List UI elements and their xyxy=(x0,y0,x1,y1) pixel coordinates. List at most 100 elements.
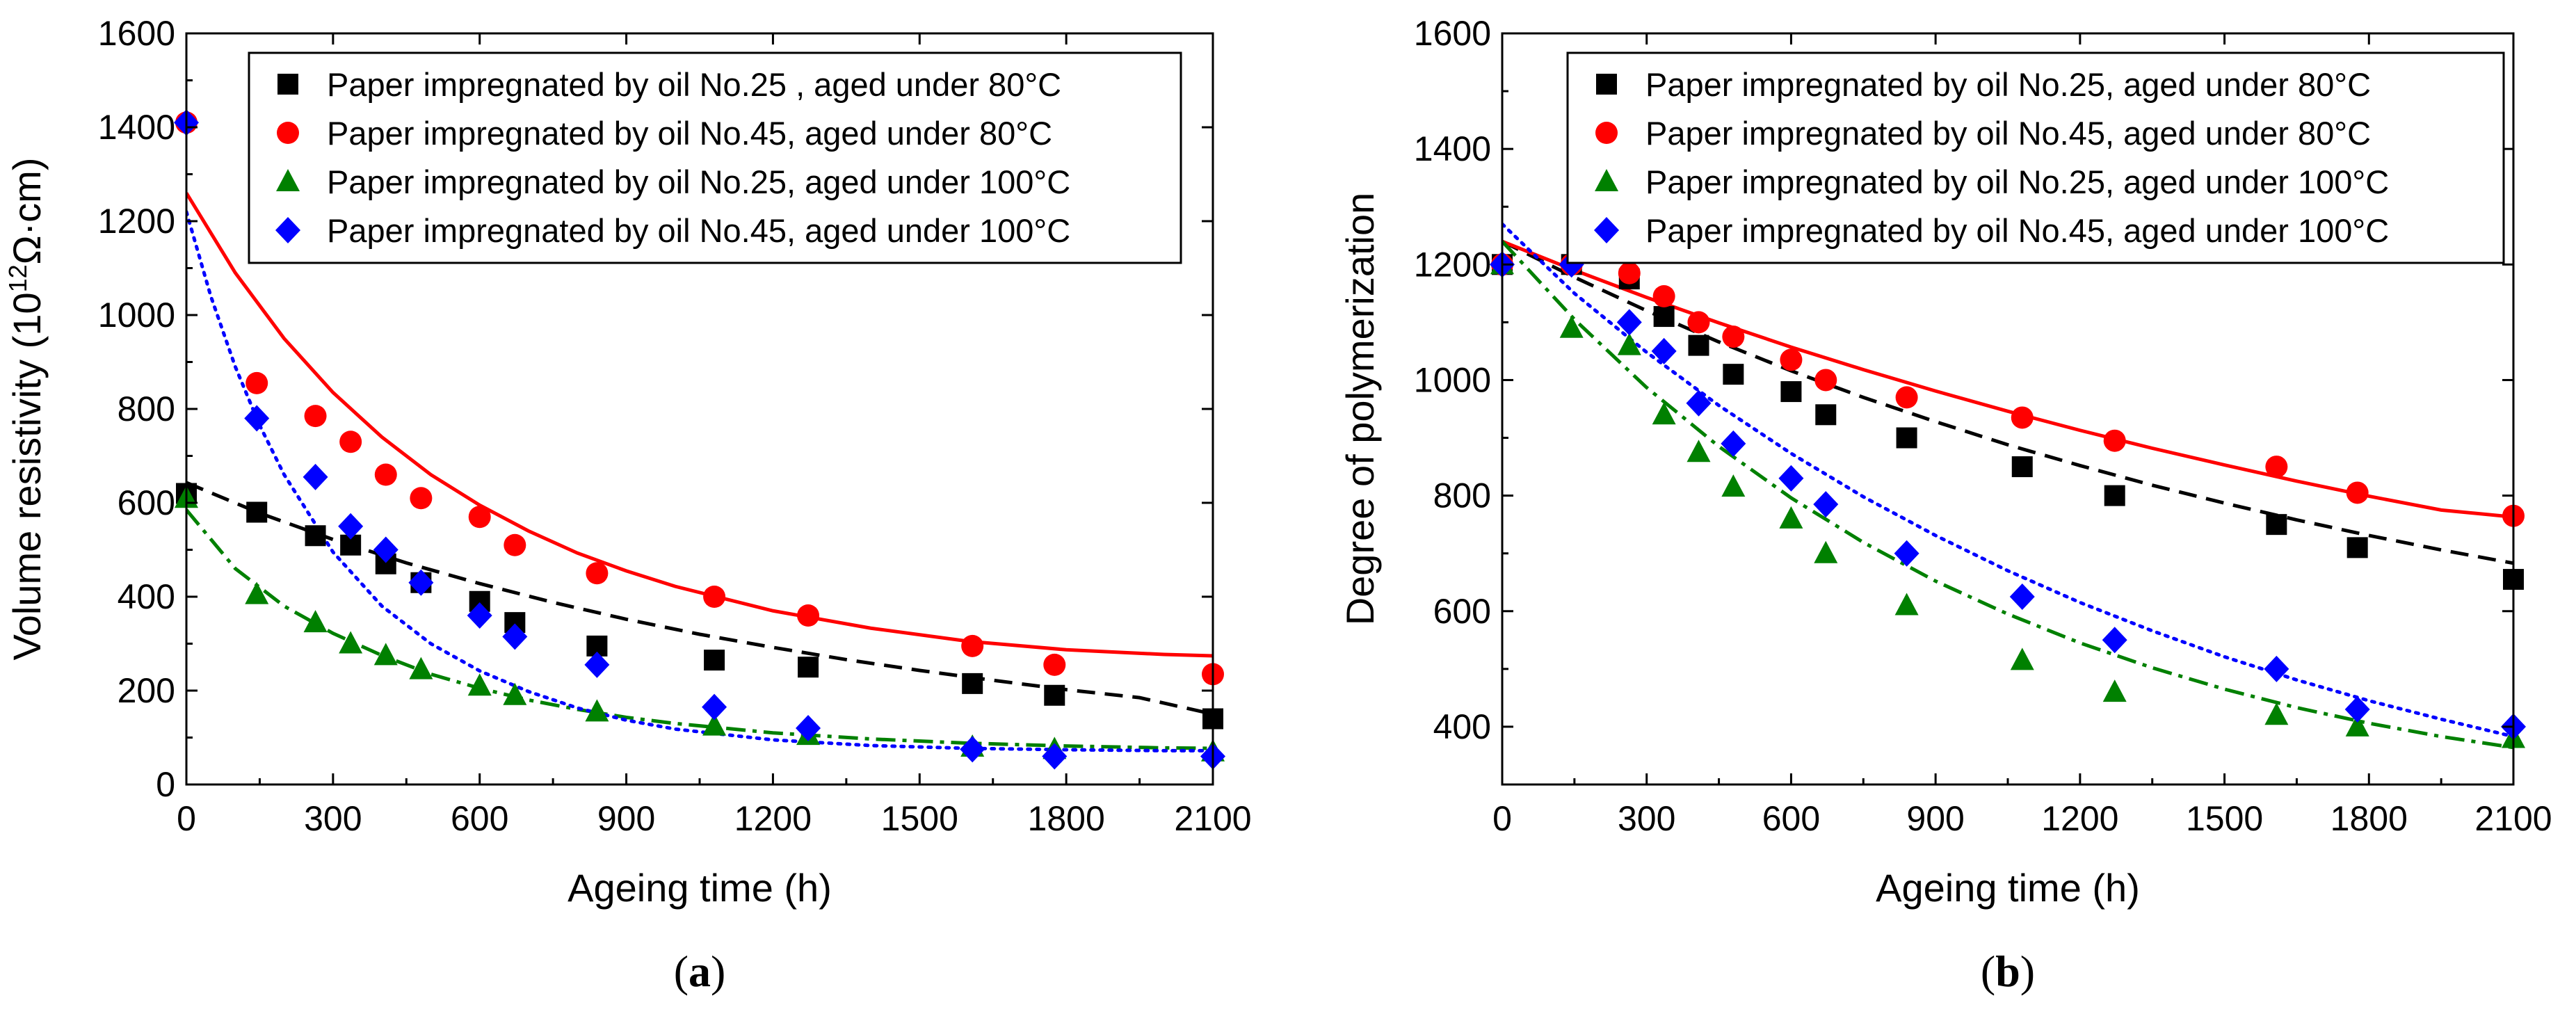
panel-b-legend-marker-2 xyxy=(1595,122,1618,144)
panel-b-series-3-point xyxy=(1687,440,1711,462)
panel-a-series-1-point xyxy=(305,525,326,547)
panel-a-series-2-point xyxy=(304,405,327,428)
panel-b-y-tick-label: 1600 xyxy=(1414,14,1491,53)
panel-b-series-3-point xyxy=(1559,315,1584,338)
panel-b-series-1-point xyxy=(2266,514,2287,536)
panel-b-series-1-point xyxy=(2346,537,2368,558)
panel-a-x-tick-label: 1500 xyxy=(881,799,958,838)
panel-b-y-tick-label: 1400 xyxy=(1414,129,1491,168)
panel-b-series-4-fit-line xyxy=(1502,222,2513,739)
panel-b-y-tick-label: 1200 xyxy=(1414,245,1491,284)
panel-a-legend-box xyxy=(248,51,1182,264)
panel-b-chart: 0 300 600 900 1200 1500 1800 2100 400 600 800 1000 1… xyxy=(1338,14,2552,996)
panel-b-series-1-point xyxy=(1688,335,1709,356)
panel-b-y-tick-label: 1000 xyxy=(1414,360,1491,399)
panel-b-series-4-point xyxy=(1813,491,1839,518)
panel-b-series-3-point xyxy=(1652,402,1676,425)
panel-a-legend-marker-2 xyxy=(277,122,299,144)
panel-b-legend-label-2: Paper impregnated by oil No.45, aged und… xyxy=(1645,115,2371,152)
panel-a-series-2-point xyxy=(961,634,984,657)
panel-a-series-2-point xyxy=(245,371,268,394)
panel-a-x-tick-label: 0 xyxy=(177,799,196,838)
panel-a-series-4-point xyxy=(408,569,434,596)
panel-a-series-2-point xyxy=(410,487,433,510)
panel-b-y-tick-label: 800 xyxy=(1433,476,1491,515)
panel-a-series-1-point xyxy=(1044,684,1065,706)
panel-a-series-2-point xyxy=(703,586,726,608)
panel-b-series-1-point xyxy=(1780,381,1802,403)
panel-a-series-4-point xyxy=(467,602,492,629)
panel-b-y-tick-label: 400 xyxy=(1433,707,1491,746)
panel-a-series-4-point xyxy=(960,736,985,763)
panel-a-x-tick-label: 1800 xyxy=(1028,799,1105,838)
panel-a-series-3-point xyxy=(409,657,433,679)
panel-a-series-4-point xyxy=(338,513,364,540)
panel-b-series-4-point xyxy=(1686,389,1712,417)
panel-a-series-1-point xyxy=(246,501,268,523)
panel-b-series-3-point xyxy=(1894,593,1919,615)
panel-b-series-1-point xyxy=(2104,485,2125,506)
panel-b-series-3-point xyxy=(2010,647,2034,670)
panel-b-x-tick-label: 0 xyxy=(1492,799,1512,838)
panel-b-legend-marker-4 xyxy=(1594,217,1619,243)
panel-b-series-1-point xyxy=(1896,427,1917,449)
panel-a-series-2-point xyxy=(586,562,609,585)
panel-b-legend-marker-3 xyxy=(1595,169,1618,191)
panel-b-series-1-point xyxy=(2011,456,2033,478)
panel-a-series-4-point xyxy=(303,463,328,490)
panel-a-series-1-point xyxy=(704,650,725,671)
panel-a-series-1-fit-line xyxy=(186,481,1213,716)
panel-b-series-4-point xyxy=(2009,584,2035,610)
panel-b-series-4-point xyxy=(1778,465,1804,492)
panel-a-y-tick-label: 1600 xyxy=(98,14,175,53)
panel-a-y-tick-label: 0 xyxy=(156,765,175,804)
panel-b-legend: Paper impregnated by oil No.25, aged und… xyxy=(1566,51,2505,264)
panel-a-series-3-point xyxy=(467,673,492,696)
panel-b-x-tick-label: 1800 xyxy=(2331,799,2408,838)
panel-b-series-1-point xyxy=(1815,404,1837,426)
panel-a-series-4-point xyxy=(1042,743,1068,770)
panel-b-label-letter: b xyxy=(1995,947,2020,996)
panel-a-series-2-point xyxy=(1043,653,1066,676)
panel-b-series-2-point xyxy=(1895,386,1918,409)
panel-a-x-axis-label: Ageing time (h) xyxy=(567,866,832,910)
panel-a-label-close: ) xyxy=(711,947,725,996)
panel-a-series-2-point xyxy=(374,463,397,486)
panel-a-legend-marker-4 xyxy=(275,217,300,243)
panel-b-legend-box xyxy=(1566,51,2505,264)
panel-a-series-3-point xyxy=(585,699,609,722)
panel-a-legend-marker-3 xyxy=(276,169,300,191)
panel-b-series-2-point xyxy=(2011,406,2034,429)
panel-a-y-label-text: Volume resistivity (10 xyxy=(5,292,49,660)
panel-a-series-3-point xyxy=(339,631,363,654)
panel-a-series-4-point xyxy=(502,623,528,650)
panel-b-legend-label-3: Paper impregnated by oil No.25, aged und… xyxy=(1645,163,2389,200)
panel-a-series-2-point xyxy=(468,506,491,529)
panel-b-series-4-point xyxy=(2344,696,2370,723)
panel-a-y-axis-label: Volume resistivity (1012Ω·cm) xyxy=(3,158,49,661)
panel-a-y-tick-label: 1200 xyxy=(98,202,175,241)
panel-a-y-label-unit: Ω·cm) xyxy=(5,158,49,265)
panel-b-series-4-point xyxy=(2102,627,2127,654)
panel-a-y-tick-label: 1400 xyxy=(98,108,175,147)
panel-a-legend-label-4: Paper impregnated by oil No.45, aged und… xyxy=(327,212,1070,249)
panel-b-series-2-point xyxy=(1652,285,1675,307)
panel-a-y-tick-label: 1000 xyxy=(98,296,175,335)
panel-b-series-4-point xyxy=(2264,655,2289,682)
panel-a-x-tick-label: 300 xyxy=(304,799,362,838)
panel-b-series-3-point xyxy=(1779,506,1803,529)
panel-a-series-3-point xyxy=(303,610,328,633)
panel-b-series-1-fit-line xyxy=(1502,239,2513,565)
panel-b-series-2-point xyxy=(2265,456,2288,478)
panel-b-series-4-point xyxy=(1894,540,1919,567)
panel-a-x-tick-label: 900 xyxy=(597,799,655,838)
panel-a-series-3-point xyxy=(373,643,398,666)
panel-b-legend-label-1: Paper impregnated by oil No.25, aged und… xyxy=(1645,66,2371,103)
panel-b-x-tick-label: 900 xyxy=(1906,799,1964,838)
panel-b-series-2-point xyxy=(1722,325,1745,348)
panel-b-label-close: ) xyxy=(2020,947,2035,996)
panel-a-y-tick-label: 800 xyxy=(118,389,175,428)
panel-a-y-tick-label: 400 xyxy=(118,577,175,616)
panel-b-series-4-point xyxy=(1721,430,1746,457)
